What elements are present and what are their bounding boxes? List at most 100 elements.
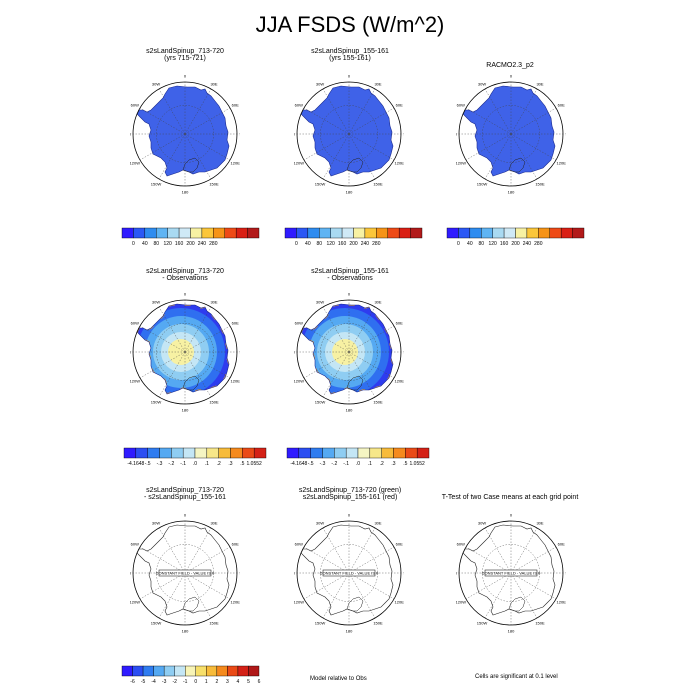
longitude-label: 150W [315, 621, 326, 626]
meridian-line [510, 133, 557, 161]
colorbar-tick-label: 1 [205, 679, 208, 685]
longitude-label: 150W [477, 621, 488, 626]
longitude-label: 30W [152, 520, 160, 525]
longitude-label: 30W [316, 81, 324, 86]
labelbar-2: 0 40 80 120 160 200 240 280 [284, 227, 423, 247]
longitude-label: 30E [210, 299, 217, 304]
meridian-line [322, 133, 350, 180]
panel-title-4: s2sLandSpinup_713-720 - Observations [95, 268, 275, 282]
colorbar-tick-label: 0 [194, 679, 197, 685]
meridian-line [184, 572, 212, 619]
longitude-label: 180 [182, 408, 189, 413]
map-boundary-circle [132, 81, 238, 187]
colorbar-cell [458, 227, 471, 239]
colorbar-tick-label: -.3 [320, 461, 326, 467]
map-panel-7: 0 30E 60E 90E 120E 150E 180 150W 120W 90W 60W 30W CO… [294, 513, 404, 634]
colorbar-tick-label: .0 [356, 461, 360, 467]
map-panel-3: 0 30E 60E 90E 120E 150E 180 150W 120W 90W 60W 30W [456, 74, 566, 195]
map-panel-2: 0 30E 60E 90E 120E 150E 180 150W 120W 90W 60W 30W [294, 74, 404, 195]
panel-subtitle-line: s2sLandSpinup_155-161 (red) [302, 494, 398, 501]
meridian-line [303, 107, 350, 135]
colorbar-cell [167, 227, 180, 239]
colorbar-cell [410, 227, 423, 239]
colorbar-cell [182, 447, 196, 459]
labelbar-3: 0 40 80 120 160 200 240 280 [446, 227, 585, 247]
colorbar-tick-label: 80 [478, 241, 484, 247]
colorbar-cell [492, 227, 505, 239]
model-relative-note: Model relative to Obs [310, 676, 367, 682]
colorbar-cell [133, 227, 146, 239]
longitude-label: 60E [396, 103, 403, 108]
longitude-label: 150E [535, 621, 545, 626]
map-panel-1: 0 30E 60E 90E 120E 150E 180 150W 120W 90W 60W 30W [130, 74, 240, 195]
panel-subtitle-line: - s2sLandSpinup_155-161 [143, 494, 227, 501]
longitude-label: 0 [510, 74, 513, 79]
meridian-line [510, 107, 557, 135]
latitude-circle [320, 105, 378, 163]
meridian-line [139, 107, 186, 135]
longitude-label: 90W [294, 132, 295, 137]
panel-title-line: s2sLandSpinup_713-720 [146, 268, 224, 275]
longitude-label: 90E [565, 132, 566, 137]
colorbar-tick-label: 120 [326, 241, 335, 247]
colorbar-cell [178, 227, 191, 239]
meridian-line [465, 107, 512, 135]
colorbar-tick-label: 240 [523, 241, 532, 247]
meridian-line [348, 107, 395, 135]
longitude-label: 150W [151, 182, 162, 187]
meridian-line [139, 546, 186, 574]
colorbar-tick-label: 1.0552 [410, 461, 426, 467]
colorbar-cell [213, 227, 225, 239]
panel-subtitle-line: - Observations [162, 275, 208, 282]
colorbar-cell [353, 227, 366, 239]
latitude-circle [320, 544, 378, 602]
meridian-line [303, 133, 350, 161]
meridian-line [184, 133, 231, 161]
colorbar-cell [163, 665, 175, 677]
meridian-line [158, 527, 186, 574]
longitude-label: 120E [231, 379, 240, 384]
colorbar-cell [393, 447, 406, 459]
meridian-line [348, 572, 395, 600]
constant-field-label: CONSTANT FIELD - VALUE IS 0 [482, 571, 541, 576]
longitude-label: 30W [316, 520, 324, 525]
longitude-label: 0 [348, 74, 351, 79]
colorbar-tick-label: -5 [141, 679, 146, 685]
meridian-line [348, 133, 376, 180]
colorbar-tick-label: -.5 [308, 461, 314, 467]
meridian-line [184, 572, 231, 600]
colorbar-cell [357, 447, 371, 459]
colorbar-tick-label: .1 [205, 461, 209, 467]
longitude-label: 60E [558, 103, 565, 108]
colorbar-tick-label: 40 [142, 241, 148, 247]
longitude-label: 180 [508, 190, 515, 195]
longitude-label: 30E [536, 81, 543, 86]
map-boundary-circle [132, 520, 238, 626]
longitude-label: 60W [131, 542, 139, 547]
ice-sheet-field [300, 85, 394, 177]
colorbar-cell [515, 227, 528, 239]
colorbar-cell [310, 447, 323, 459]
colorbar-cell [227, 665, 239, 677]
meridian-line [184, 133, 212, 180]
map-boundary-circle [296, 299, 402, 405]
colorbar-tick-label: .5 [403, 461, 407, 467]
ice-shelf-outline [346, 596, 364, 612]
meridian-line [510, 572, 538, 619]
latitude-circle [156, 105, 214, 163]
colorbar-tick-label: 80 [153, 241, 159, 247]
colorbar-tick-label: .3 [391, 461, 395, 467]
colorbar-tick-label: .3 [228, 461, 232, 467]
longitude-label: 60W [131, 103, 139, 108]
colorbar-cell [224, 227, 237, 239]
meridian-line [158, 351, 186, 398]
longitude-label: 120W [456, 161, 466, 166]
longitude-label: 120W [294, 379, 304, 384]
panel-subtitle-line: (yrs 715-721) [164, 55, 206, 62]
colorbar-cell [132, 665, 144, 677]
colorbar-cell [387, 227, 400, 239]
longitude-label: 150E [373, 400, 383, 405]
longitude-label: 60E [232, 103, 239, 108]
longitude-label: 60E [396, 542, 403, 547]
colorbar-cell [298, 447, 311, 459]
